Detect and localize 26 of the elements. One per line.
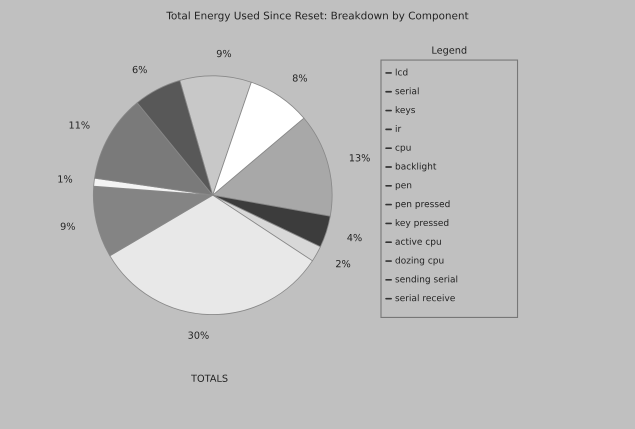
text: dozing cpu [395, 256, 444, 266]
data-label: 13% [350, 154, 370, 162]
legend-title: Legend [432, 46, 466, 56]
data-label: 11% [70, 121, 90, 129]
text: lcd [396, 68, 408, 76]
data-label: 8% [292, 74, 308, 82]
text: keys [396, 106, 416, 115]
data-label: 9% [60, 222, 75, 230]
data-label: 4% [347, 234, 362, 242]
text: active cpu [396, 238, 441, 247]
text: key pressed [396, 219, 448, 228]
data-label: 1% [58, 175, 72, 183]
data-label: 6% [132, 66, 147, 74]
text: serial [395, 87, 419, 94]
text: cpu [395, 146, 411, 153]
chart-title: Total Energy Used Since Reset: Breakdown by Component [166, 11, 468, 22]
data-label: 2% [336, 260, 350, 268]
text: pen [396, 183, 412, 190]
data-label: 9% [216, 50, 232, 58]
text: TOTALS [191, 374, 228, 382]
data-label: 30% [188, 331, 209, 339]
text: sending serial [395, 275, 458, 284]
text: serial receive [395, 294, 455, 302]
text: pen pressed [396, 200, 450, 209]
text: backlight [396, 162, 436, 172]
text: ir [396, 124, 402, 132]
